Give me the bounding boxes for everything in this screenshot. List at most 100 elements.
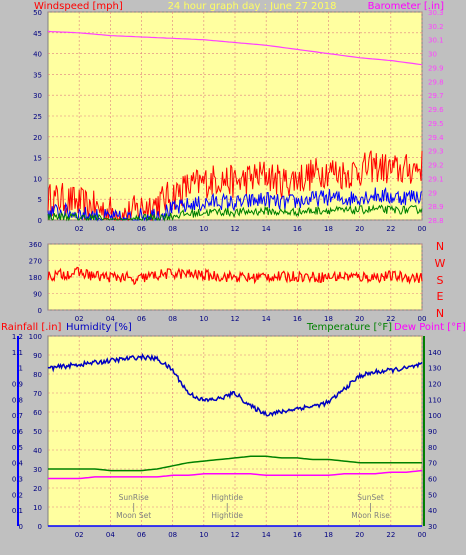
chart-marks bbox=[17, 30, 425, 527]
rainfall-tick-label: 1 bbox=[19, 365, 23, 373]
panel1-x-tick-label: 14 bbox=[262, 225, 271, 233]
panel1-x-tick-label: 04 bbox=[106, 225, 115, 233]
humidity-tick-label: 60 bbox=[33, 409, 42, 417]
rainfall-tick-label: 0.2 bbox=[12, 491, 23, 499]
barometer-tick-label: 29.2 bbox=[428, 162, 444, 170]
panel3-x-tick-label: 20 bbox=[355, 531, 364, 539]
panel2-x-tick-label: 10 bbox=[199, 315, 208, 323]
humidity-tick-label: 90 bbox=[33, 352, 42, 360]
temperature-axis-label: Temperature [°F] bbox=[306, 322, 392, 333]
panel3-x-tick-label: 18 bbox=[324, 531, 333, 539]
dewpoint-axis-label: Dew Point [°F] bbox=[394, 322, 466, 333]
panel1-x-tick-label: 18 bbox=[324, 225, 333, 233]
windspeed-tick-label: 40 bbox=[33, 51, 42, 59]
panel2-x-tick-label: 00 bbox=[418, 315, 427, 323]
barometer-axis-label: Barometer [.in] bbox=[368, 1, 444, 12]
rainfall-tick-label: 0.7 bbox=[12, 412, 23, 420]
windspeed-tick-label: 5 bbox=[38, 196, 42, 204]
windspeed-line bbox=[47, 186, 423, 222]
panel2-x-tick-label: 02 bbox=[75, 315, 84, 323]
panel3-x-tick-label: 22 bbox=[386, 531, 395, 539]
rainfall-tick-label: 0.3 bbox=[12, 476, 23, 484]
windspeed-tick-label: 30 bbox=[33, 92, 42, 100]
barometer-tick-label: 29.1 bbox=[428, 175, 444, 183]
windspeed-tick-label: 25 bbox=[33, 113, 42, 121]
dir-letter-n-bottom: N bbox=[436, 307, 444, 320]
panel1-grid bbox=[47, 11, 423, 221]
panel2-x-tick-label: 22 bbox=[386, 315, 395, 323]
panel1-x-tick-label: 06 bbox=[137, 225, 146, 233]
event-label-sunrise: SunRise bbox=[119, 493, 149, 502]
direction-tick-label: 90 bbox=[33, 291, 42, 299]
temperature-tick-label: 100 bbox=[428, 412, 441, 420]
windspeed-tick-label: 0 bbox=[38, 217, 42, 225]
panel1-x-tick-label: 16 bbox=[293, 225, 302, 233]
panel1-x-tick-label: 02 bbox=[75, 225, 84, 233]
humidity-tick-label: 100 bbox=[29, 333, 42, 341]
event-label-moon-set: Moon Set bbox=[116, 511, 151, 520]
rainfall-tick-label: 1.2 bbox=[12, 333, 23, 341]
windspeed-tick-label: 45 bbox=[33, 30, 42, 38]
barometer-tick-label: 29.9 bbox=[428, 64, 444, 72]
humidity-tick-label: 80 bbox=[33, 371, 42, 379]
panel3-x-tick-label: 12 bbox=[231, 531, 240, 539]
windspeed-tick-label: 50 bbox=[33, 9, 42, 17]
chart-title: 24 hour graph day : June 27 2018 bbox=[168, 1, 337, 12]
panel3-x-tick-label: 02 bbox=[75, 531, 84, 539]
humidity-tick-label: 0 bbox=[38, 523, 42, 531]
temperature-tick-label: 110 bbox=[428, 396, 441, 404]
rainfall-tick-label: 0.5 bbox=[12, 444, 23, 452]
rainfall-tick-label: 0.1 bbox=[12, 507, 23, 515]
windspeed-tick-label: 35 bbox=[33, 71, 42, 79]
direction-tick-label: 180 bbox=[29, 274, 42, 282]
event-label-hightide: Hightide bbox=[211, 511, 243, 520]
windspeed-axis-label: Windspeed [mph] bbox=[34, 1, 123, 12]
barometer-tick-label: 29.3 bbox=[428, 148, 444, 156]
temperature-tick-label: 80 bbox=[428, 444, 437, 452]
panel1-x-tick-label: 00 bbox=[418, 225, 427, 233]
barometer-tick-label: 29 bbox=[428, 189, 437, 197]
rainfall-tick-label: 0 bbox=[19, 523, 23, 531]
rainfall-tick-label: 0.9 bbox=[12, 381, 23, 389]
temperature-tick-label: 70 bbox=[428, 460, 437, 468]
barometer-tick-label: 30.3 bbox=[428, 9, 444, 17]
barometer-tick-label: 29.7 bbox=[428, 92, 444, 100]
panel3-x-tick-label: 04 bbox=[106, 531, 115, 539]
dewpoint-line bbox=[48, 469, 423, 480]
panel1-x-tick-label: 20 bbox=[355, 225, 364, 233]
rainfall-tick-label: 1.1 bbox=[12, 349, 23, 357]
panel3-x-tick-label: 08 bbox=[168, 531, 177, 539]
dir-letter-e: E bbox=[437, 290, 444, 303]
barometer-tick-label: 30 bbox=[428, 51, 437, 59]
rainfall-tick-label: 0.4 bbox=[12, 460, 24, 468]
panel1-x-tick-label: 22 bbox=[386, 225, 395, 233]
panel3-x-tick-label: 06 bbox=[137, 531, 146, 539]
barometer-tick-label: 29.5 bbox=[428, 120, 444, 128]
rainfall-tick-label: 0.8 bbox=[12, 396, 23, 404]
humidity-tick-label: 40 bbox=[33, 447, 42, 455]
rainfall-tick-label: 0.6 bbox=[12, 428, 24, 436]
panel3-grid bbox=[47, 335, 423, 527]
barometer-tick-label: 29.6 bbox=[428, 106, 444, 114]
temperature-tick-label: 90 bbox=[428, 428, 437, 436]
windspeed-tick-label: 10 bbox=[33, 175, 42, 183]
panel3-x-tick-label: 16 bbox=[293, 531, 302, 539]
windspeed-gust-line bbox=[47, 150, 423, 222]
barometer-tick-label: 28.9 bbox=[428, 203, 444, 211]
humidity-tick-label: 70 bbox=[33, 390, 42, 398]
barometer-tick-label: 30.1 bbox=[428, 37, 444, 45]
temperature-tick-label: 60 bbox=[428, 476, 437, 484]
wind-direction-line bbox=[47, 266, 423, 286]
humidity-tick-label: 10 bbox=[33, 504, 42, 512]
temperature-tick-label: 120 bbox=[428, 381, 441, 389]
barometer-line bbox=[47, 30, 423, 66]
temperature-tick-label: 130 bbox=[428, 365, 441, 373]
panel2-x-tick-label: 04 bbox=[106, 315, 115, 323]
event-markers: SunRise Moon Set Hightide Hightide SunSet Moo… bbox=[116, 493, 390, 520]
direction-tick-label: 0 bbox=[38, 307, 42, 315]
rainfall-axis-label: Rainfall [.in] bbox=[1, 322, 62, 333]
barometer-tick-label: 28.8 bbox=[428, 217, 444, 225]
windspeed-tick-label: 15 bbox=[33, 155, 42, 163]
panel3-x-tick-label: 00 bbox=[418, 531, 427, 539]
